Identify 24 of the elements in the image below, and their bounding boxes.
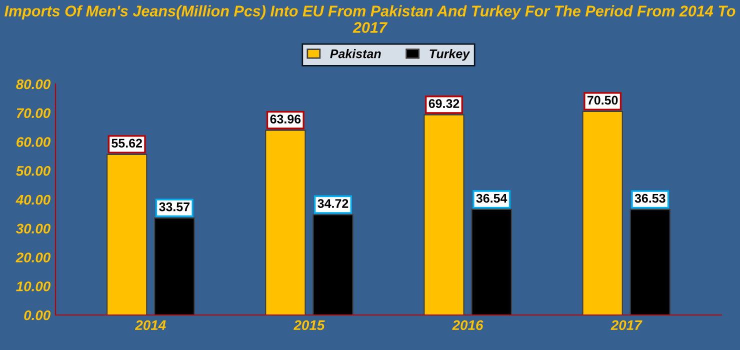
y-tick-label: 70.00 xyxy=(16,108,51,118)
legend-label: Turkey xyxy=(430,49,470,61)
data-label: 33.57 xyxy=(159,202,190,212)
data-label: 55.62 xyxy=(112,138,142,148)
y-tick-label: 20.00 xyxy=(16,252,51,262)
y-tick-label: 50.00 xyxy=(16,166,51,176)
data-label: 63.96 xyxy=(270,114,301,124)
data-label: 34.72 xyxy=(318,199,348,208)
y-tick-label: 0.00 xyxy=(24,310,51,320)
y-tick-label: 30.00 xyxy=(16,224,51,234)
y-tick-label: 40.00 xyxy=(16,194,51,205)
chart-title: Imports Of Men's Jeans(Million Pcs) Into EU From Pakistan And Turkey For The Period From 2014 To 2017 xyxy=(4,5,736,33)
data-label: 36.54 xyxy=(476,194,508,203)
x-tick-label: 2014 xyxy=(134,320,166,330)
y-tick-label: 60.00 xyxy=(16,137,51,147)
data-label: 69.32 xyxy=(428,99,460,108)
legend-label: Pakistan xyxy=(330,49,381,58)
x-tick-label: 2017 xyxy=(610,320,642,330)
x-tick-label: 2015 xyxy=(294,320,325,330)
data-label: 70.50 xyxy=(587,96,618,105)
data-label: 36.53 xyxy=(634,194,666,203)
x-tick-label: 2016 xyxy=(452,320,484,330)
y-tick-label: 10.00 xyxy=(16,281,51,292)
y-tick-label: 80.00 xyxy=(16,79,51,90)
